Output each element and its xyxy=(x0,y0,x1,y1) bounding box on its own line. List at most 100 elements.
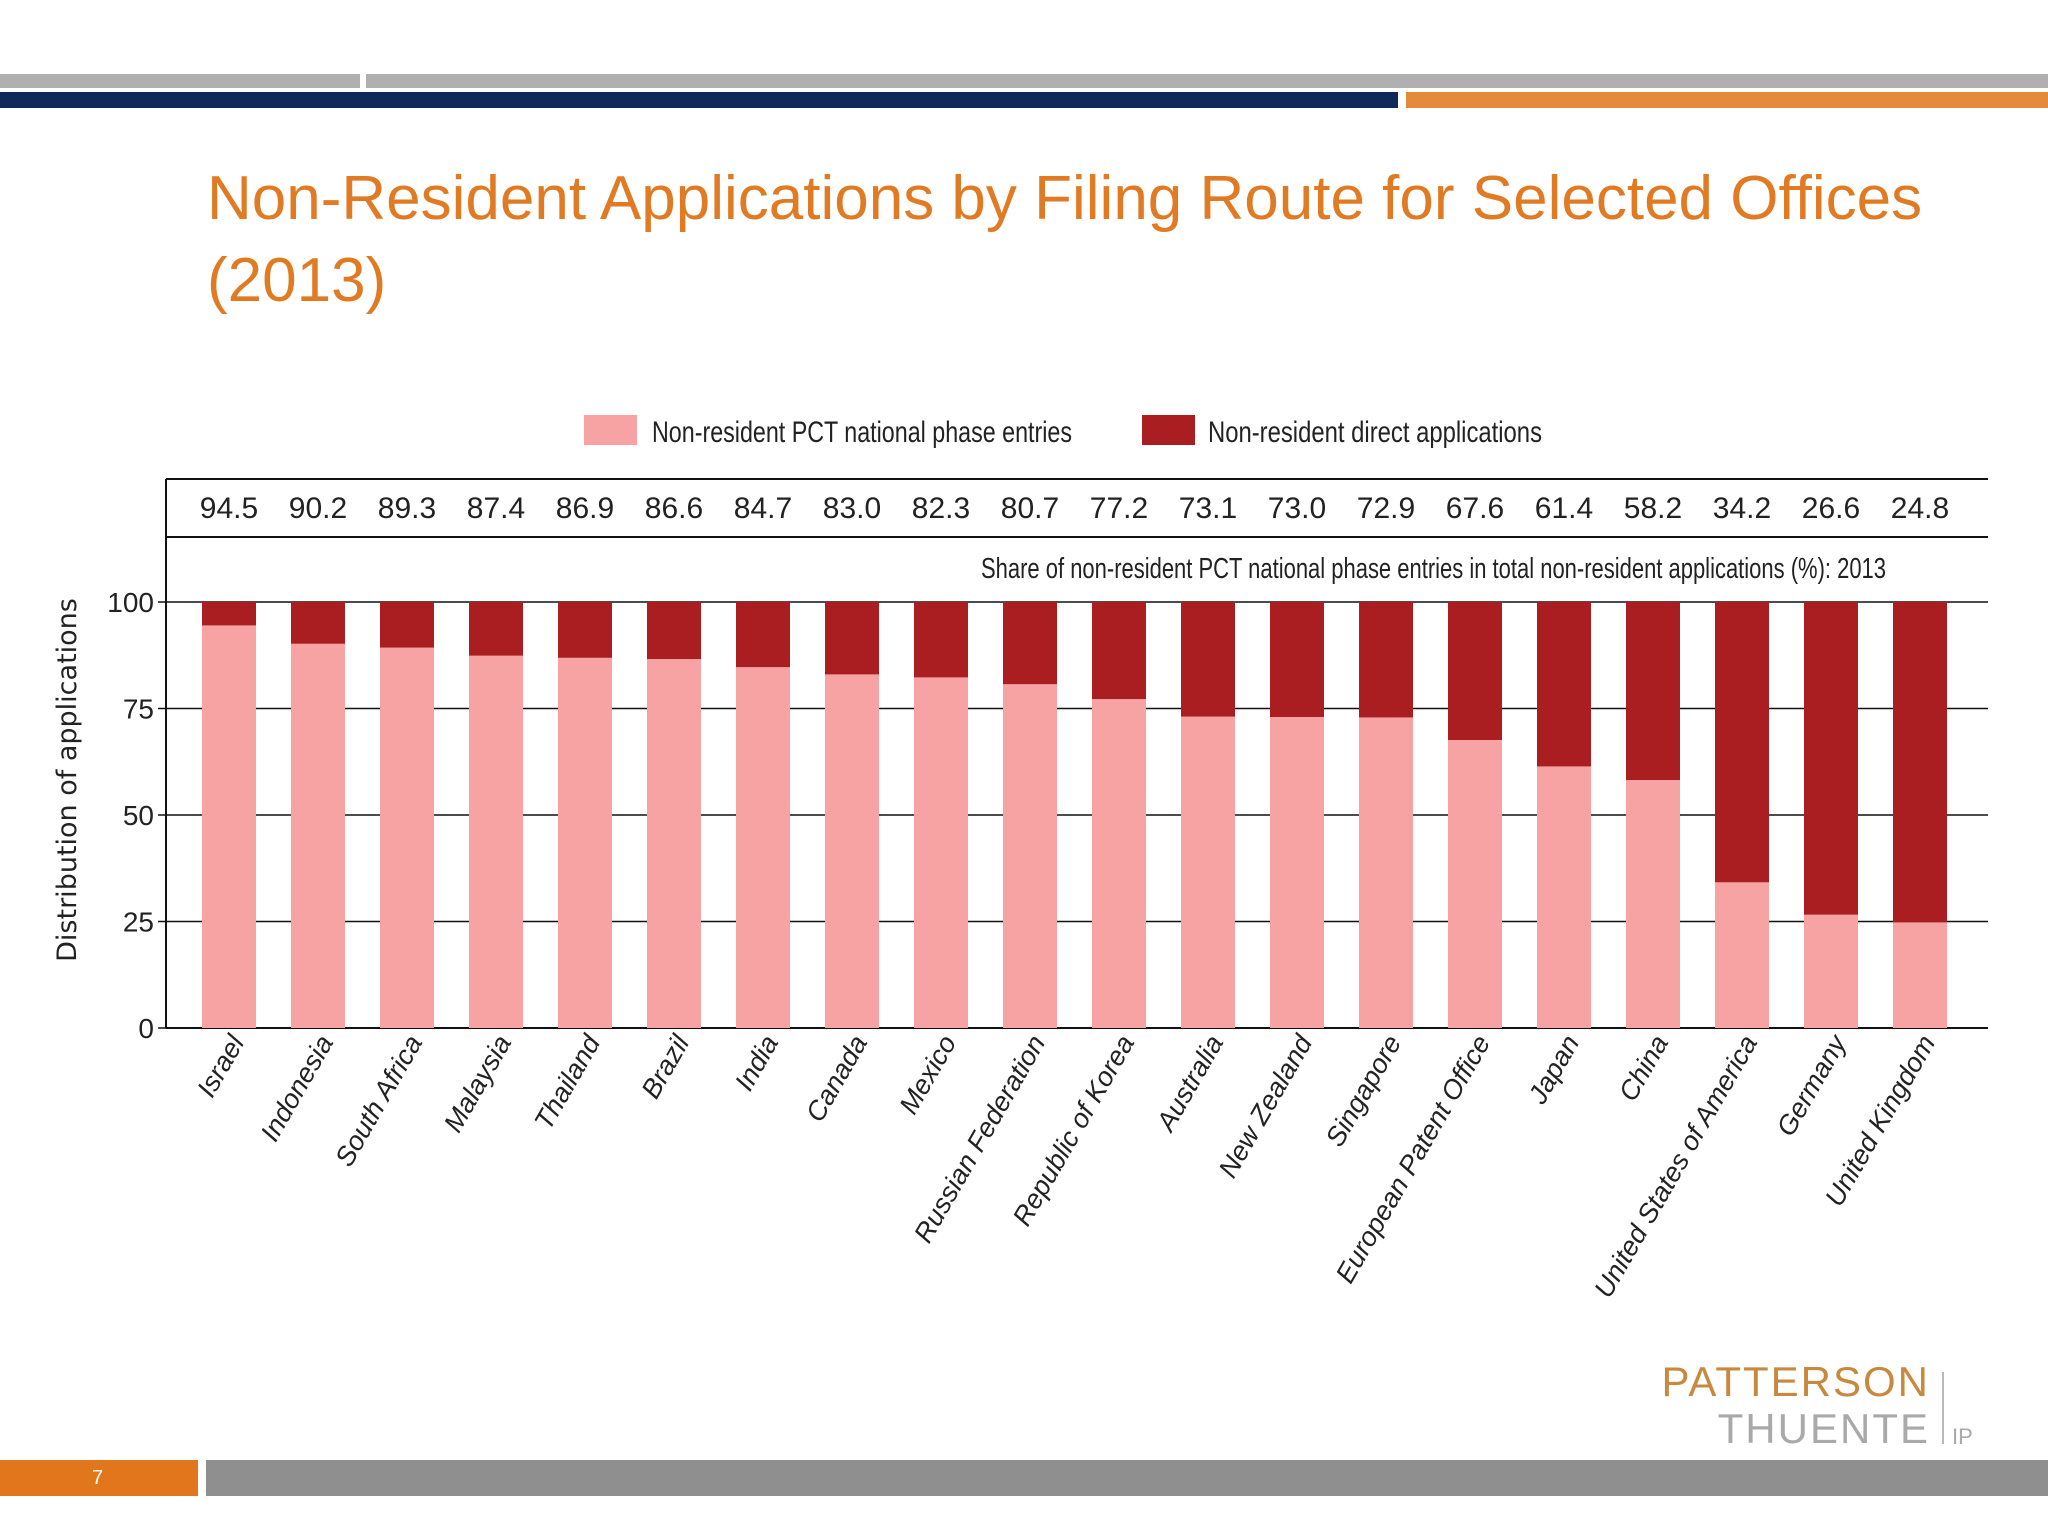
y-tick-label: 75 xyxy=(123,694,154,725)
bar-pct-0 xyxy=(202,625,256,1028)
bar-pct-19 xyxy=(1893,922,1947,1028)
share-value-label: 34.2 xyxy=(1713,492,1771,525)
x-category-label: Australia xyxy=(1150,1030,1230,1138)
bar-direct-4 xyxy=(558,602,612,658)
bar-pct-17 xyxy=(1715,882,1769,1028)
x-category-label: Malaysia xyxy=(438,1030,517,1137)
bar-direct-1 xyxy=(291,602,345,644)
x-category-label: New Zealand xyxy=(1213,1029,1319,1183)
bar-pct-3 xyxy=(469,655,523,1028)
y-tick-label: 25 xyxy=(123,907,154,938)
bar-direct-8 xyxy=(914,602,968,678)
bar-direct-14 xyxy=(1448,602,1502,741)
x-category-label: United States of America xyxy=(1588,1030,1763,1303)
bar-pct-5 xyxy=(647,659,701,1028)
x-category-label: Israel xyxy=(191,1029,250,1102)
header-band-orange xyxy=(1406,92,2048,108)
share-value-label: 72.9 xyxy=(1357,492,1415,525)
share-value-label: 73.1 xyxy=(1179,492,1237,525)
bar-direct-7 xyxy=(825,602,879,675)
page-number-box xyxy=(0,1460,198,1496)
x-category-label: China xyxy=(1613,1030,1674,1106)
bar-pct-12 xyxy=(1270,717,1324,1028)
logo-text-thuente: THUENTE xyxy=(1717,1405,1930,1452)
share-value-label: 82.3 xyxy=(912,492,970,525)
x-category-label: Germany xyxy=(1771,1029,1853,1141)
bar-direct-9 xyxy=(1003,602,1057,685)
x-category-label: European Patent Office xyxy=(1330,1030,1496,1288)
bar-pct-18 xyxy=(1804,914,1858,1028)
share-value-label: 83.0 xyxy=(823,492,881,525)
bar-direct-16 xyxy=(1626,602,1680,781)
y-axis-title: Distribution of applications xyxy=(52,598,83,962)
bar-direct-2 xyxy=(380,602,434,648)
x-category-label: Indonesia xyxy=(255,1030,340,1146)
x-category-label: Singapore xyxy=(1320,1030,1408,1152)
share-caption: Share of non-resident PCT national phase… xyxy=(981,553,1886,585)
page-number: 7 xyxy=(92,1467,104,1489)
share-value-label: 26.6 xyxy=(1802,492,1860,525)
x-category-label: Brazil xyxy=(635,1029,695,1103)
share-value-label: 61.4 xyxy=(1535,492,1593,525)
logo-text-patterson: PATTERSON xyxy=(1661,1358,1930,1405)
bar-direct-17 xyxy=(1715,602,1769,883)
bar-direct-5 xyxy=(647,602,701,660)
bar-direct-6 xyxy=(736,602,790,668)
bar-pct-4 xyxy=(558,657,612,1028)
share-value-label: 86.9 xyxy=(556,492,614,525)
bar-direct-3 xyxy=(469,602,523,656)
share-value-label: 67.6 xyxy=(1446,492,1504,525)
y-tick-label: 0 xyxy=(138,1013,154,1044)
header-band-navy xyxy=(0,92,1398,108)
share-value-label: 94.5 xyxy=(200,492,258,525)
bar-direct-12 xyxy=(1270,602,1324,718)
x-category-label: Japan xyxy=(1522,1030,1585,1110)
footer-bar xyxy=(206,1460,2048,1496)
bar-pct-14 xyxy=(1448,740,1502,1028)
x-category-label: India xyxy=(729,1030,784,1096)
legend-swatch-direct xyxy=(1142,415,1195,445)
share-value-label: 87.4 xyxy=(467,492,525,525)
legend-label-pct: Non-resident PCT national phase entries xyxy=(652,416,1072,449)
share-value-label: 90.2 xyxy=(289,492,347,525)
chart: Non-resident PCT national phase entries N… xyxy=(52,415,1988,1303)
bar-direct-10 xyxy=(1092,602,1146,700)
y-tick-label: 50 xyxy=(123,800,154,831)
share-value-label: 24.8 xyxy=(1891,492,1949,525)
header-band-gray-left xyxy=(0,74,360,88)
bar-direct-18 xyxy=(1804,602,1858,915)
logo-text-ip: IP xyxy=(1952,1424,1973,1449)
header-band-gray-right xyxy=(366,74,2048,88)
share-value-label: 86.6 xyxy=(645,492,703,525)
x-category-label: Canada xyxy=(800,1030,873,1127)
bar-pct-6 xyxy=(736,667,790,1028)
logo-divider xyxy=(1942,1372,1944,1444)
bar-direct-0 xyxy=(202,602,256,626)
bar-pct-10 xyxy=(1092,699,1146,1028)
bar-pct-9 xyxy=(1003,684,1057,1028)
share-value-label: 77.2 xyxy=(1090,492,1148,525)
legend-swatch-pct xyxy=(584,415,637,445)
bar-direct-15 xyxy=(1537,602,1591,767)
share-value-label: 84.7 xyxy=(734,492,792,525)
bar-pct-15 xyxy=(1537,766,1591,1028)
bar-pct-16 xyxy=(1626,780,1680,1028)
legend-label-direct: Non-resident direct applications xyxy=(1208,416,1542,449)
share-value-label: 58.2 xyxy=(1624,492,1682,525)
share-value-label: 80.7 xyxy=(1001,492,1059,525)
bar-pct-7 xyxy=(825,674,879,1028)
bar-pct-8 xyxy=(914,677,968,1028)
y-tick-label: 100 xyxy=(107,587,154,618)
bar-pct-11 xyxy=(1181,716,1235,1028)
bar-direct-13 xyxy=(1359,602,1413,718)
bar-pct-13 xyxy=(1359,717,1413,1028)
share-value-label: 73.0 xyxy=(1268,492,1326,525)
bar-direct-19 xyxy=(1893,602,1947,923)
share-value-label: 89.3 xyxy=(378,492,436,525)
slide-title: Non-Resident Applications by Filing Rout… xyxy=(207,164,1923,315)
bar-direct-11 xyxy=(1181,602,1235,717)
x-category-label: Thailand xyxy=(528,1029,606,1135)
bar-pct-1 xyxy=(291,643,345,1028)
x-category-label: Mexico xyxy=(893,1030,962,1119)
bar-pct-2 xyxy=(380,647,434,1028)
